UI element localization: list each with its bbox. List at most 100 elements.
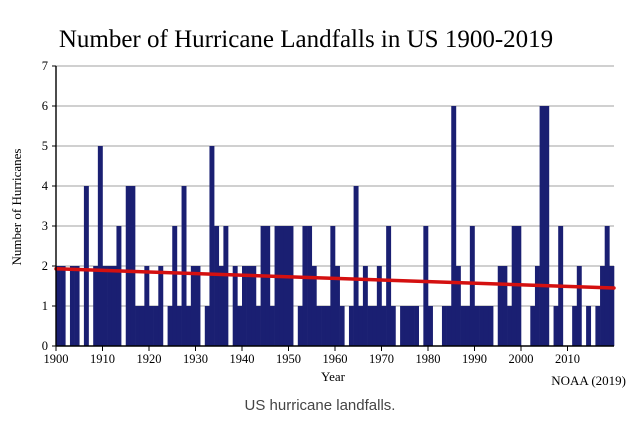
bar-1988 (465, 306, 471, 346)
bar-1901 (60, 266, 66, 346)
bar-2012 (576, 266, 582, 346)
chart-title: Number of Hurricane Landfalls in US 1900… (59, 26, 553, 53)
bar-1945 (265, 226, 271, 346)
bar-1941 (246, 266, 252, 346)
x-tick-label: 1950 (276, 352, 301, 366)
bar-1919 (144, 266, 150, 346)
bar-1913 (116, 226, 122, 346)
bar-1947 (274, 226, 280, 346)
bar-1925 (172, 226, 178, 346)
trend-layer (54, 267, 616, 290)
bar-1952 (297, 306, 303, 346)
y-tick-label: 4 (42, 179, 49, 193)
x-tick-label: 1990 (462, 352, 487, 366)
bar-1957 (321, 306, 326, 346)
bar-1942 (251, 266, 257, 346)
bar-1983 (441, 306, 447, 346)
bar-1949 (283, 226, 289, 346)
bar-1975 (404, 306, 410, 346)
bar-1967 (367, 306, 373, 346)
bar-1943 (255, 306, 261, 346)
bar-1916 (130, 186, 136, 346)
bar-2019 (609, 266, 615, 346)
bar-1972 (390, 306, 396, 346)
bar-1984 (446, 306, 452, 346)
bar-1934 (214, 226, 220, 346)
x-tick-label: 1940 (230, 352, 255, 366)
bar-1933 (209, 146, 215, 346)
bar-2002 (530, 306, 536, 346)
bar-1906 (83, 186, 89, 346)
bar-1960 (335, 266, 340, 346)
y-tick-label: 0 (42, 339, 48, 353)
bar-1922 (158, 266, 164, 346)
bar-1961 (339, 306, 345, 346)
bar-1989 (469, 226, 475, 346)
bar-1903 (69, 266, 75, 346)
x-axis-label: Year (321, 369, 346, 384)
bar-1959 (330, 226, 336, 346)
bar-1935 (218, 266, 224, 346)
bar-1938 (232, 266, 238, 346)
bar-1955 (311, 266, 317, 346)
bar-1953 (302, 226, 308, 346)
bar-2011 (572, 306, 578, 346)
y-tick-label: 7 (42, 59, 48, 73)
bar-2017 (600, 266, 605, 346)
bar-1946 (269, 306, 275, 346)
x-tick-label: 1960 (323, 352, 348, 366)
bar-1904 (74, 266, 80, 346)
figure-caption: US hurricane landfalls. (244, 397, 396, 414)
bar-1993 (488, 306, 494, 346)
bar-1985 (451, 106, 457, 346)
bar-1995 (497, 266, 503, 346)
bar-1911 (107, 266, 113, 346)
bar-1932 (204, 306, 210, 346)
bar-1912 (111, 266, 117, 346)
bar-1930 (195, 266, 201, 346)
bar-1918 (139, 306, 145, 346)
bar-2007 (553, 306, 559, 346)
bar-2018 (604, 226, 610, 346)
bar-2004 (539, 106, 545, 346)
bar-1980 (428, 306, 433, 346)
bar-2003 (534, 266, 540, 346)
bar-1920 (149, 306, 154, 346)
bar-1964 (353, 186, 359, 346)
y-tick-label: 1 (42, 299, 48, 313)
x-tick-label: 1930 (183, 352, 208, 366)
bar-1990 (474, 306, 480, 346)
bar-1954 (307, 226, 313, 346)
source-note: NOAA (2019) (551, 373, 626, 388)
bar-1971 (386, 226, 392, 346)
bar-1992 (483, 306, 489, 346)
bar-2016 (595, 306, 601, 346)
bar-1950 (288, 226, 294, 346)
bar-1987 (460, 306, 466, 346)
bar-1940 (242, 266, 247, 346)
bar-1997 (507, 306, 512, 346)
x-tick-label: 2000 (509, 352, 534, 366)
bar-1969 (376, 266, 382, 346)
x-tick-label: 1900 (44, 352, 69, 366)
trend-line (54, 267, 616, 290)
bar-1909 (97, 146, 103, 346)
bar-1968 (372, 306, 378, 346)
bar-1991 (479, 306, 485, 346)
bar-1917 (135, 306, 140, 346)
bar-1966 (362, 266, 368, 346)
x-tick-labels: 1900 1910 1920 1930 1940 1950 1960 1970 1980 1990… (44, 346, 580, 366)
bar-1965 (358, 306, 364, 346)
bar-1910 (102, 266, 108, 346)
bar-1936 (223, 226, 229, 346)
y-tick-labels: 0 1 2 3 4 5 6 7 (42, 59, 56, 353)
y-tick-label: 3 (42, 219, 48, 233)
bar-1979 (423, 226, 429, 346)
bar-2005 (544, 106, 550, 346)
bar-1956 (316, 306, 322, 346)
y-tick-label: 2 (42, 259, 48, 273)
bar-1900 (56, 266, 61, 346)
bar-2014 (586, 306, 592, 346)
y-tick-label: 6 (42, 99, 48, 113)
